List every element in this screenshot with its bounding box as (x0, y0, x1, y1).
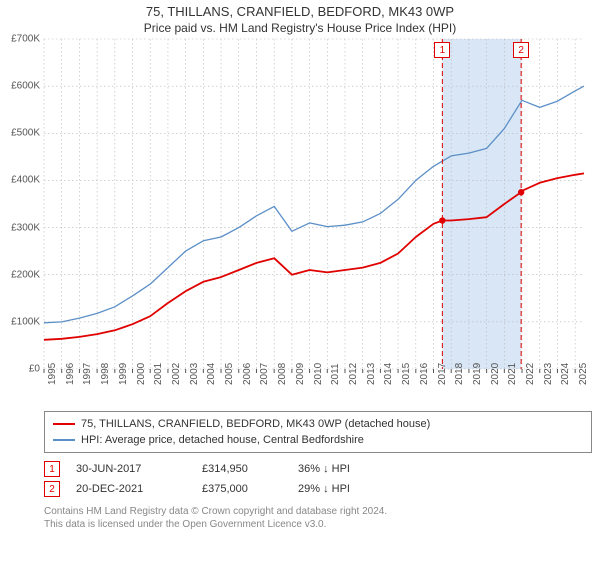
x-axis-tick-label: 2019 (472, 363, 483, 385)
transaction-price: £375,000 (202, 483, 282, 495)
x-axis-tick-label: 2025 (578, 363, 589, 385)
credits-line: Contains HM Land Registry data © Crown c… (44, 505, 592, 518)
transaction-marker: 2 (44, 481, 60, 497)
chart-svg (44, 39, 584, 375)
x-axis-tick-label: 2015 (401, 363, 412, 385)
x-axis-tick-label: 2003 (189, 363, 200, 385)
x-axis-tick-label: 1999 (118, 363, 129, 385)
y-axis-tick-label: £700K (2, 34, 40, 45)
x-axis-tick-label: 2014 (383, 363, 394, 385)
x-axis-tick-label: 2000 (136, 363, 147, 385)
transactions-table: 1 30-JUN-2017 £314,950 36% ↓ HPI 2 20-DEC-202… (44, 459, 592, 499)
x-axis-tick-label: 2012 (348, 363, 359, 385)
x-axis-tick-label: 2020 (490, 363, 501, 385)
transaction-price: £314,950 (202, 463, 282, 475)
legend-swatch (53, 439, 75, 441)
y-axis-tick-label: £200K (2, 269, 40, 280)
x-axis-tick-label: 1997 (82, 363, 93, 385)
x-axis-tick-label: 2018 (454, 363, 465, 385)
y-axis-tick-label: £600K (2, 81, 40, 92)
x-axis-tick-label: 2024 (560, 363, 571, 385)
x-axis-tick-label: 2007 (259, 363, 270, 385)
page-title: 75, THILLANS, CRANFIELD, BEDFORD, MK43 0… (0, 4, 600, 19)
x-axis-tick-label: 2004 (206, 363, 217, 385)
x-axis-tick-label: 2016 (419, 363, 430, 385)
x-axis-tick-label: 2017 (437, 363, 448, 385)
y-axis-tick-label: £400K (2, 175, 40, 186)
chart-marker-label: 1 (434, 42, 450, 58)
y-axis-tick-label: £0 (2, 364, 40, 375)
y-axis-tick-label: £300K (2, 222, 40, 233)
transaction-marker: 1 (44, 461, 60, 477)
x-axis-tick-label: 2008 (277, 363, 288, 385)
x-axis-tick-label: 2005 (224, 363, 235, 385)
x-axis-tick-label: 2023 (543, 363, 554, 385)
transaction-row: 2 20-DEC-2021 £375,000 29% ↓ HPI (44, 479, 592, 499)
transaction-delta: 29% ↓ HPI (298, 483, 350, 495)
legend-swatch (53, 423, 75, 425)
page-subtitle: Price paid vs. HM Land Registry's House … (0, 21, 600, 35)
y-axis-tick-label: £500K (2, 128, 40, 139)
legend-box: 75, THILLANS, CRANFIELD, BEDFORD, MK43 0… (44, 411, 592, 453)
x-axis-tick-label: 2013 (366, 363, 377, 385)
transaction-date: 20-DEC-2021 (76, 483, 186, 495)
x-axis-tick-label: 2009 (295, 363, 306, 385)
transaction-delta: 36% ↓ HPI (298, 463, 350, 475)
transaction-date: 30-JUN-2017 (76, 463, 186, 475)
legend-label: HPI: Average price, detached house, Cent… (81, 434, 364, 446)
credits-line: This data is licensed under the Open Gov… (44, 518, 592, 531)
chart-marker-label: 2 (513, 42, 529, 58)
x-axis-tick-label: 2001 (153, 363, 164, 385)
x-axis-tick-label: 2011 (330, 363, 341, 385)
chart-area: £0£100K£200K£300K£400K£500K£600K£700K199… (44, 39, 584, 369)
x-axis-tick-label: 1998 (100, 363, 111, 385)
x-axis-tick-label: 2002 (171, 363, 182, 385)
x-axis-tick-label: 2022 (525, 363, 536, 385)
transaction-row: 1 30-JUN-2017 £314,950 36% ↓ HPI (44, 459, 592, 479)
x-axis-tick-label: 1996 (65, 363, 76, 385)
credits: Contains HM Land Registry data © Crown c… (44, 505, 592, 531)
x-axis-tick-label: 2010 (313, 363, 324, 385)
x-axis-tick-label: 2021 (507, 363, 518, 385)
x-axis-tick-label: 1995 (47, 363, 58, 385)
y-axis-tick-label: £100K (2, 316, 40, 327)
legend-item: HPI: Average price, detached house, Cent… (53, 432, 583, 448)
legend-label: 75, THILLANS, CRANFIELD, BEDFORD, MK43 0… (81, 418, 430, 430)
legend-item: 75, THILLANS, CRANFIELD, BEDFORD, MK43 0… (53, 416, 583, 432)
x-axis-tick-label: 2006 (242, 363, 253, 385)
